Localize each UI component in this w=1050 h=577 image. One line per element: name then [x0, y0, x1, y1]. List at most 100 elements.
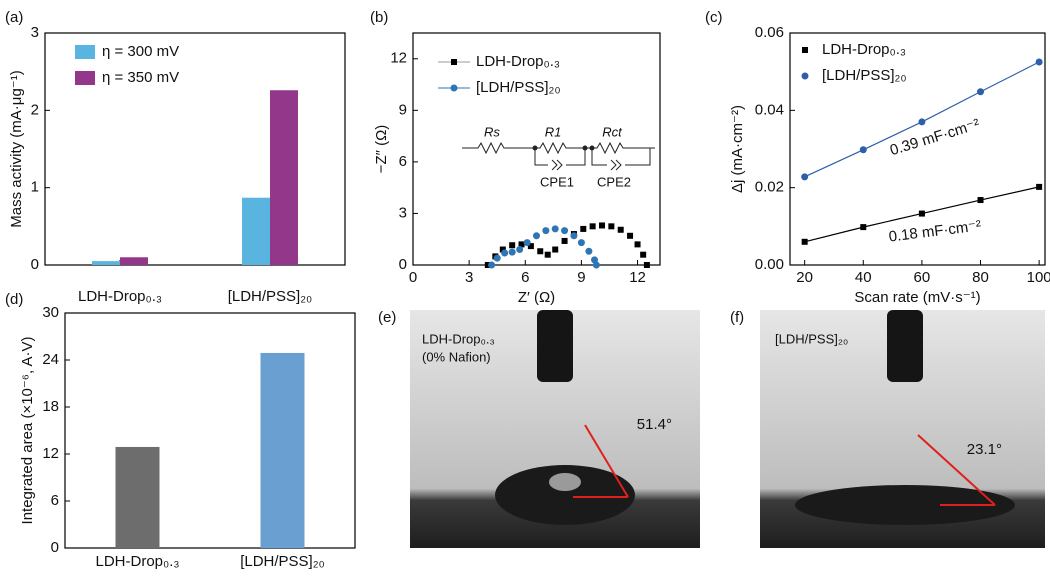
panel-label: (b): [370, 9, 388, 26]
figure: (a)0123Mass activity (mA·μg⁻¹)LDH-Drop₀.…: [0, 0, 1050, 572]
photo-label: LDH-Drop₀.₃: [422, 331, 495, 346]
data-point: [578, 239, 585, 246]
data-point: [533, 232, 540, 239]
data-point: [552, 225, 559, 232]
data-point: [524, 239, 531, 246]
data-point: [501, 249, 508, 256]
x-category-label: [LDH/PSS]₂₀: [240, 553, 325, 570]
data-point: [608, 223, 614, 229]
data-point: [640, 252, 646, 258]
x-tick-label: 12: [629, 269, 646, 286]
legend-marker: [802, 73, 809, 80]
data-point: [627, 233, 633, 239]
circuit-cpe: [552, 160, 621, 170]
y-tick-label: 6: [399, 153, 407, 170]
circuit-node: [583, 146, 588, 151]
data-point: [635, 241, 641, 247]
photo-note: (0% Nafion): [422, 349, 491, 364]
data-point: [801, 173, 808, 180]
data-point: [1036, 59, 1043, 66]
y-tick-label: 0.04: [755, 101, 784, 118]
y-tick-label: 9: [399, 101, 407, 118]
data-point: [802, 239, 808, 245]
y-tick-label: 3: [399, 204, 407, 221]
plot-frame: [65, 313, 355, 548]
circuit-label: Rct: [602, 124, 623, 139]
data-point: [590, 223, 596, 229]
legend-label: LDH-Drop₀.₃: [822, 41, 906, 58]
y-tick-label: 12: [42, 445, 59, 462]
annotation: 0.39 mF·cm⁻²: [888, 116, 982, 159]
y-axis-label: Δj (mA·cm⁻²): [729, 105, 746, 193]
bar: [116, 447, 160, 548]
data-point: [618, 227, 624, 233]
legend-swatch: [75, 71, 95, 85]
droplet-highlight: [549, 473, 581, 491]
y-tick-label: 0: [51, 539, 59, 556]
x-axis-label: Z′ (Ω): [518, 289, 555, 306]
x-tick-label: 100: [1027, 269, 1050, 286]
data-point: [562, 238, 568, 244]
y-tick-label: 24: [42, 351, 59, 368]
x-category-label: LDH-Drop₀.₃: [78, 288, 162, 305]
y-tick-label: 1: [31, 179, 39, 196]
data-point: [585, 248, 592, 255]
y-tick-label: 6: [51, 492, 59, 509]
annotation: 0.18 mF·cm⁻²: [888, 217, 982, 245]
data-point: [545, 252, 551, 258]
x-category-label: [LDH/PSS]₂₀: [228, 288, 313, 305]
legend-label: LDH-Drop₀.₃: [476, 53, 560, 70]
panel-label: (a): [5, 9, 23, 26]
data-point: [570, 232, 577, 239]
y-tick-label: 0.06: [755, 24, 784, 41]
data-point: [561, 227, 568, 234]
circuit-node: [533, 146, 538, 151]
x-tick-label: 40: [855, 269, 872, 286]
data-point: [509, 242, 515, 248]
contact-angle: 23.1°: [967, 441, 1002, 458]
bar: [120, 257, 148, 265]
contact-angle: 51.4°: [637, 416, 672, 433]
needle: [537, 310, 573, 382]
panel-label: (f): [730, 309, 744, 326]
y-axis-label: Integrated area (×10⁻⁶, A·V): [19, 337, 36, 525]
y-axis-label: Mass activity (mA·μg⁻¹): [8, 70, 25, 227]
y-tick-label: 0: [399, 256, 407, 273]
circuit-label: CPE2: [597, 174, 631, 189]
y-tick-label: 18: [42, 398, 59, 415]
y-tick-label: 12: [390, 50, 407, 67]
x-tick-label: 80: [972, 269, 989, 286]
data-point: [978, 197, 984, 203]
x-tick-label: 9: [577, 269, 585, 286]
y-tick-label: 2: [31, 101, 39, 118]
data-point: [494, 255, 501, 262]
photo-label: [LDH/PSS]₂₀: [775, 331, 848, 346]
data-point: [860, 146, 867, 153]
panel-label: (d): [5, 291, 23, 308]
bar: [242, 198, 270, 265]
data-point: [919, 211, 925, 217]
legend-marker: [451, 59, 457, 65]
legend-swatch: [75, 45, 95, 59]
data-point: [516, 246, 523, 253]
plot-frame: [45, 33, 345, 265]
data-point: [552, 247, 558, 253]
y-axis-label: −Z″ (Ω): [373, 125, 390, 174]
y-tick-label: 30: [42, 304, 59, 321]
data-point: [537, 248, 543, 254]
x-category-label: LDH-Drop₀.₃: [95, 553, 179, 570]
bar: [92, 261, 120, 265]
y-tick-label: 0: [31, 256, 39, 273]
legend-label: [LDH/PSS]₂₀: [476, 79, 561, 96]
panel-label: (e): [378, 309, 396, 326]
data-point: [509, 249, 516, 256]
data-point: [599, 222, 605, 228]
data-point: [580, 226, 586, 232]
legend-label: η = 350 mV: [102, 69, 179, 86]
x-axis-label: Scan rate (mV·s⁻¹): [854, 289, 980, 306]
x-tick-label: 60: [914, 269, 931, 286]
data-point: [1036, 184, 1042, 190]
bar: [270, 90, 298, 265]
y-tick-label: 0.02: [755, 179, 784, 196]
x-tick-label: 0: [409, 269, 417, 286]
